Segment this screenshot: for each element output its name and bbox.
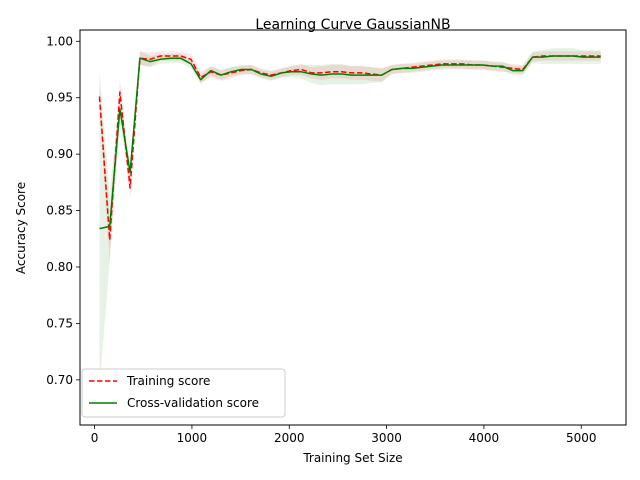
legend-cv-label: Cross-validation score — [127, 396, 259, 410]
legend: Training score Cross-validation score — [81, 368, 286, 418]
x-tick-label: 2000 — [274, 431, 305, 445]
x-axis-ticks: 0 1000 2000 3000 4000 5000 — [91, 425, 597, 445]
y-tick-label: 0.70 — [46, 373, 73, 387]
legend-box — [81, 368, 286, 418]
x-tick-label: 5000 — [566, 431, 597, 445]
y-tick-label: 0.75 — [46, 316, 73, 330]
chart-title: Learning Curve GaussianNB — [255, 17, 450, 33]
y-tick-label: 0.90 — [46, 147, 73, 161]
y-tick-label: 0.95 — [46, 91, 73, 105]
plot-frame — [79, 29, 627, 426]
y-axis-label: Accuracy Score — [14, 182, 28, 274]
x-axis-label: Training Set Size — [302, 451, 402, 465]
y-tick-label: 0.85 — [46, 204, 73, 218]
y-axis-ticks: 0.70 0.75 0.80 0.85 0.90 0.95 1.00 — [46, 34, 80, 387]
x-tick-label: 0 — [91, 431, 99, 445]
y-tick-label: 1.00 — [46, 34, 73, 48]
x-tick-label: 3000 — [371, 431, 402, 445]
cv-score-line — [99, 55, 601, 230]
x-tick-label: 1000 — [177, 431, 208, 445]
legend-training-label: Training score — [126, 374, 210, 388]
x-tick-label: 4000 — [469, 431, 500, 445]
y-tick-label: 0.80 — [46, 260, 73, 274]
training-score-line — [98, 55, 601, 241]
series-lines — [98, 55, 601, 241]
